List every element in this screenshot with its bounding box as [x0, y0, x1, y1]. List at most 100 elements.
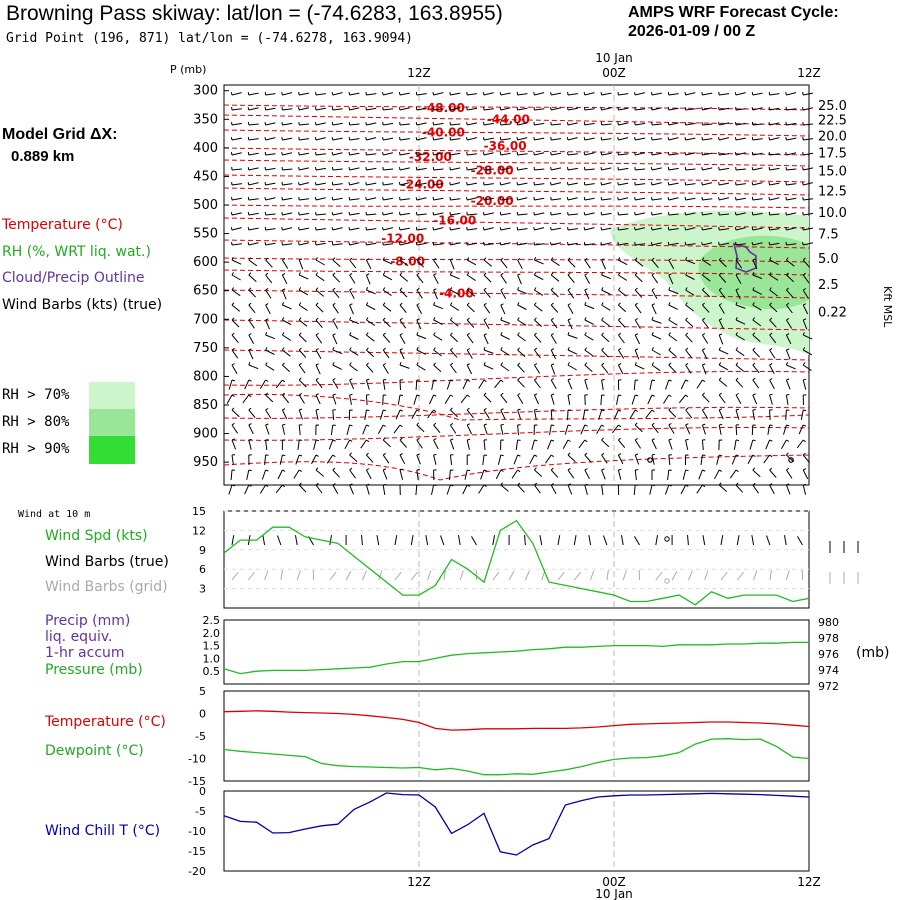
wind-barb — [517, 393, 524, 404]
wind-barb — [567, 151, 578, 156]
wind-barb — [617, 196, 629, 201]
wind-barb — [480, 469, 487, 480]
wind-barb — [348, 181, 360, 186]
wind-barb — [769, 409, 773, 421]
wind-barb — [382, 211, 394, 216]
wind-barb — [802, 468, 809, 480]
wind-barb — [534, 302, 543, 312]
surface-wind-barb-true — [410, 535, 414, 546]
wind-barb — [667, 241, 679, 246]
wind-barb — [651, 453, 656, 465]
wind-barb — [517, 362, 525, 373]
surface-wind-barb-grid — [443, 570, 446, 581]
wind-barb — [449, 454, 454, 465]
wind-barb — [651, 347, 661, 356]
wind-barb — [785, 241, 797, 246]
wind-barb — [466, 196, 478, 201]
wind-barb — [281, 241, 293, 246]
wind-barb — [231, 407, 240, 418]
wind-barb — [231, 454, 236, 465]
wind-barb — [718, 257, 727, 268]
wind-barb — [735, 332, 745, 341]
wind-barb — [533, 211, 545, 216]
wind-barb — [550, 348, 557, 360]
wind-barb — [231, 317, 240, 328]
wind-barb — [701, 121, 713, 126]
surface-wind-barb-grid — [687, 570, 693, 581]
wind-barb — [264, 121, 276, 126]
wind-barb — [583, 181, 595, 186]
wind-barb — [349, 393, 353, 405]
wind-barb — [785, 151, 797, 156]
legend-barbs: Wind Barbs (kts) (true) — [2, 297, 163, 313]
legend-windchill: Wind Chill T (°C) — [45, 823, 161, 839]
wind-barb — [382, 226, 394, 231]
wind-barb — [617, 226, 629, 231]
wind-barb — [752, 347, 761, 358]
wind-barb — [617, 151, 629, 156]
wind-barb — [365, 302, 376, 311]
pressure-right-tick-label: 972 — [818, 680, 839, 693]
wind-barb — [533, 408, 538, 420]
wind-barb — [298, 91, 310, 96]
wind-barb — [349, 378, 355, 390]
wind-barb — [550, 287, 559, 298]
wind-barb — [332, 483, 339, 494]
wind-tick-label: 12 — [192, 524, 206, 537]
wind-barb — [416, 318, 422, 330]
wind-barb — [399, 211, 410, 216]
wind-barb — [752, 467, 761, 478]
wind-barb — [398, 226, 410, 231]
wind-barb — [584, 452, 592, 463]
wind-barb — [651, 272, 659, 284]
wind-barb — [231, 166, 242, 171]
wind-barb — [297, 439, 303, 450]
wind-barb — [802, 288, 809, 299]
surface-wind-barb-grid — [459, 570, 464, 581]
isotherm-line — [223, 257, 810, 263]
isotherm-line — [223, 114, 810, 126]
wind-barb — [718, 151, 730, 156]
wind-barb — [718, 333, 724, 345]
wind-barb — [634, 121, 646, 126]
wind-barb — [315, 257, 325, 266]
wind-barb — [500, 257, 508, 269]
wind-barb — [751, 424, 756, 436]
wind-barb — [718, 392, 726, 404]
wind-barb — [281, 288, 287, 300]
wind-barb — [265, 332, 276, 340]
wind-barb — [634, 106, 646, 111]
wind-panel-frame — [223, 510, 810, 609]
wind-barb — [499, 196, 511, 201]
wind-barb — [265, 439, 269, 450]
wind-barb — [399, 437, 407, 448]
wind-barb — [617, 484, 622, 496]
wind-barb — [735, 393, 742, 404]
pressure-tick-label: 300 — [193, 84, 218, 99]
wind-barb — [298, 482, 307, 493]
wind-barb — [478, 379, 487, 389]
wind-barb — [550, 333, 557, 344]
wind-barb — [366, 362, 374, 373]
wind-barb — [550, 121, 562, 126]
wind-barb — [298, 106, 310, 111]
wind-barb — [534, 317, 543, 328]
wind-barb — [231, 257, 242, 265]
wind-barb — [600, 121, 612, 126]
wind-barb — [449, 287, 460, 296]
surface-wind-barb-true — [736, 535, 740, 546]
wind-barb — [617, 379, 622, 391]
wind-barb — [768, 226, 780, 231]
wind-10m-label: Wind at 10 m — [18, 509, 91, 520]
surface-wind-barb-grid — [378, 570, 383, 581]
surface-wind-barb-true — [766, 535, 771, 546]
wind-barb — [802, 378, 807, 390]
wind-barb — [298, 241, 310, 246]
wind-barb — [483, 302, 491, 314]
surface-wind-barb-true — [557, 535, 561, 546]
wind-barb — [634, 437, 642, 449]
wind-barb — [432, 151, 444, 156]
wind-barb — [768, 211, 780, 216]
wind-barb — [718, 166, 730, 171]
wind-barb — [550, 272, 560, 282]
